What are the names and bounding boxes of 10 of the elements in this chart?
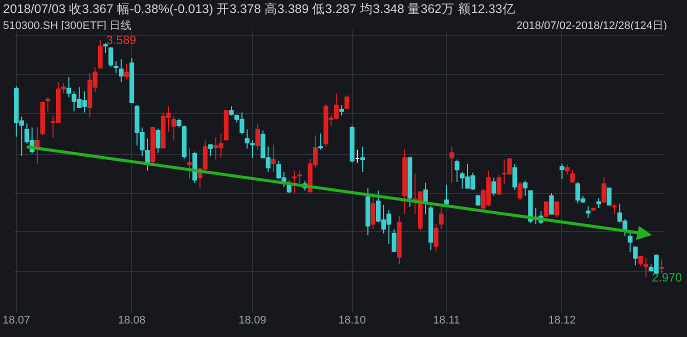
annotation: 3.589 [106,32,137,47]
x-tick-label: 18.11 [433,314,460,326]
annotation: 2.970 [652,270,682,284]
x-tick-label: 18.09 [238,314,266,326]
chart-title: 2018/07/03 收3.367 幅-0.38%(-0.013) 开3.378 高3.389 低3.287 均3.348 量362万 额12.33亿 [3,1,516,18]
x-tick-label: 18.10 [338,314,366,326]
chart-subtitle: 510300.SH [300ETF] 日线 [3,19,132,33]
x-tick-label: 18.12 [548,314,576,326]
x-tick-label: 18.08 [118,314,146,326]
x-tick-label: 18.07 [2,314,30,326]
